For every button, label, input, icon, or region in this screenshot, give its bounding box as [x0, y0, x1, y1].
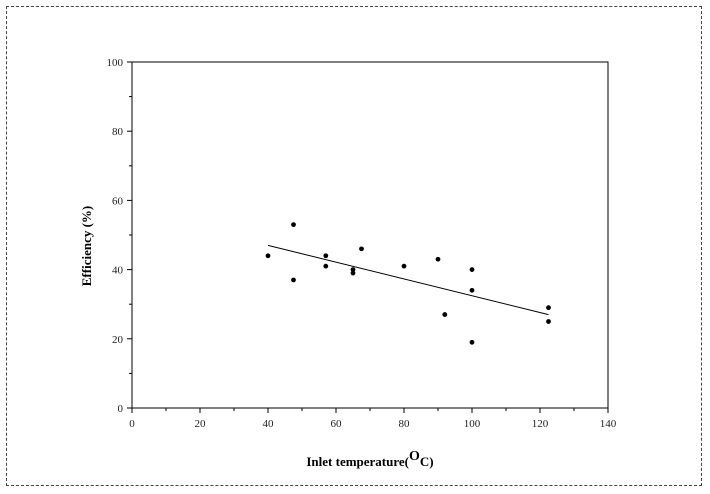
- x-axis-title-unit: C): [420, 454, 434, 469]
- data-point: [323, 263, 329, 269]
- y-axis-title: Efficiency (%): [79, 206, 94, 287]
- y-tick-label: 60: [112, 195, 124, 207]
- y-tick-label: 20: [112, 334, 124, 346]
- x-axis: 0 20 40 60 80 100 120 140: [129, 408, 617, 430]
- data-point: [469, 339, 475, 345]
- data-point: [350, 267, 356, 272]
- y-tick-label: 0: [118, 403, 124, 415]
- x-tick-label: 40: [263, 418, 275, 430]
- data-point: [469, 267, 475, 272]
- x-axis-title: Inlet temperature(OC): [306, 449, 433, 469]
- data-point: [265, 253, 271, 259]
- trend-line: [267, 244, 549, 316]
- data-point: [359, 246, 364, 252]
- data-point: [401, 263, 407, 269]
- y-tick-label: 80: [112, 126, 124, 138]
- y-tick-label: 100: [107, 57, 124, 69]
- figure-frame: [6, 6, 702, 486]
- data-point: [546, 305, 551, 311]
- data-point: [546, 319, 551, 324]
- x-tick-label: 0: [129, 418, 135, 430]
- plot-area: [131, 61, 609, 409]
- data-point: [442, 312, 448, 317]
- data-point: [291, 277, 296, 283]
- x-tick-label: 20: [195, 418, 207, 430]
- x-tick-label: 80: [399, 418, 411, 430]
- x-axis-title-main: Inlet temperature(: [306, 454, 409, 469]
- x-tick-label: 100: [464, 418, 481, 430]
- x-axis-title-superscript: O: [409, 449, 420, 464]
- data-point: [469, 287, 475, 293]
- x-tick-label: 140: [600, 418, 617, 430]
- data-point: [291, 222, 296, 228]
- data-points: [265, 222, 551, 345]
- y-tick-label: 40: [112, 265, 124, 277]
- data-point: [323, 253, 329, 259]
- x-tick-label: 120: [532, 418, 549, 430]
- y-axis: 0 20 40 60 80 100: [107, 57, 132, 415]
- x-tick-label: 60: [331, 418, 343, 430]
- data-point: [435, 256, 441, 262]
- data-point: [350, 270, 356, 276]
